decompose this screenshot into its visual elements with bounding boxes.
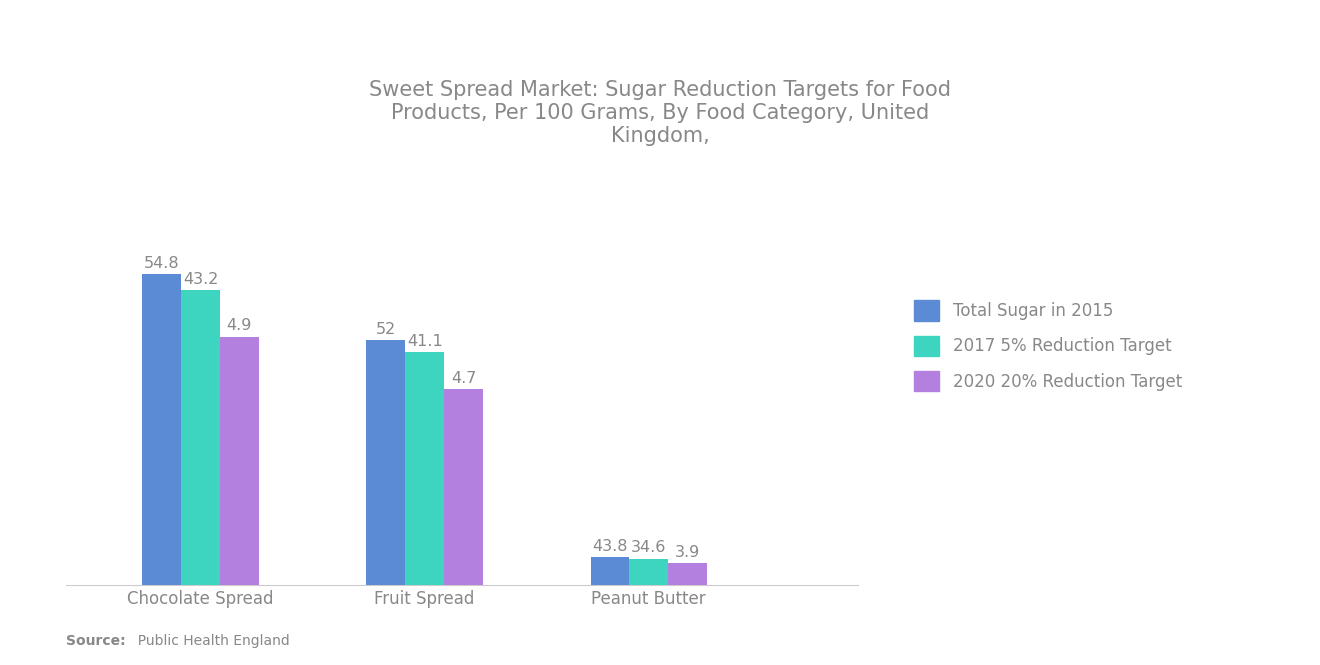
- Bar: [630, 559, 668, 585]
- Bar: [590, 557, 630, 585]
- Text: 3.9: 3.9: [675, 545, 701, 560]
- Text: Sweet Spread Market: Sugar Reduction Targets for Food
Products, Per 100 Grams, B: Sweet Spread Market: Sugar Reduction Tar…: [370, 80, 950, 146]
- Text: 4.9: 4.9: [227, 319, 252, 333]
- Bar: [143, 275, 181, 585]
- Legend: Total Sugar in 2015, 2017 5% Reduction Target, 2020 20% Reduction Target: Total Sugar in 2015, 2017 5% Reduction T…: [906, 292, 1191, 400]
- Text: Public Health England: Public Health England: [129, 634, 290, 648]
- Bar: [367, 340, 405, 585]
- Text: 34.6: 34.6: [631, 540, 667, 555]
- Text: 54.8: 54.8: [144, 256, 180, 271]
- Text: 41.1: 41.1: [407, 334, 442, 348]
- Bar: [220, 336, 259, 585]
- Text: 4.7: 4.7: [451, 370, 477, 386]
- Text: Source:: Source:: [66, 634, 125, 648]
- Text: 43.2: 43.2: [182, 272, 218, 287]
- Bar: [181, 290, 220, 585]
- Bar: [444, 389, 483, 585]
- Bar: [668, 563, 708, 585]
- Text: 52: 52: [376, 322, 396, 336]
- Text: 43.8: 43.8: [593, 539, 628, 554]
- Bar: [405, 352, 444, 585]
